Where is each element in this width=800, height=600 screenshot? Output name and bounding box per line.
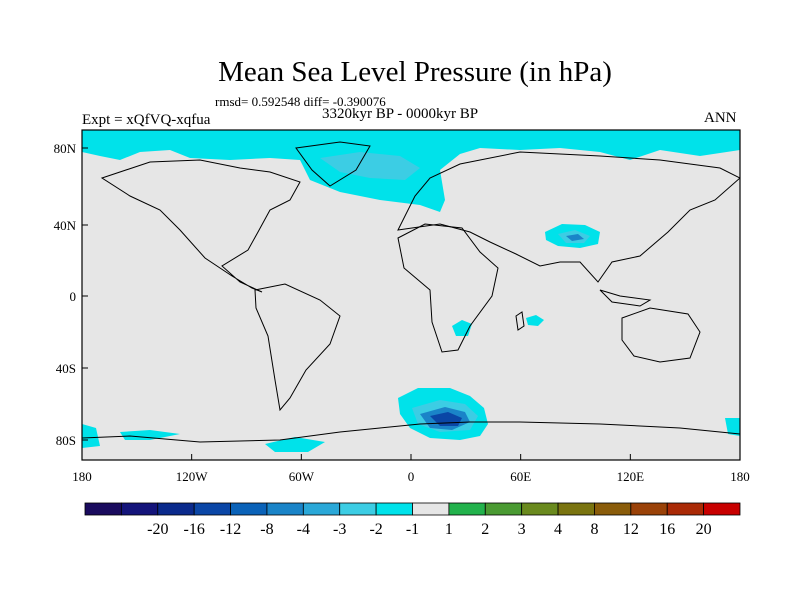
colorbar-swatch [521,502,559,516]
north-america-coast [100,159,301,293]
lon-tick-label: 180 [730,469,750,484]
colorbar-label: 20 [696,521,712,538]
colorbar-label: 8 [590,521,598,538]
longitude-axis: 180 120W 60W 0 60E 120E 180 [72,454,750,484]
experiment-label: Expt = xQfVQ-xqfua [82,112,211,128]
lon-tick-label: 0 [408,469,415,484]
lon-tick-label: 60E [510,469,531,484]
colorbar-label: -12 [220,521,241,538]
south-america-coast [254,283,341,412]
colorbar-label: -20 [147,521,168,538]
colorbar-swatch [230,502,268,516]
colorbar-swatch [412,502,450,516]
lat-tick-label: 0 [70,289,77,304]
map-field [82,130,740,460]
antarctic-anomaly-west [82,424,100,448]
lon-tick-label: 180 [72,469,92,484]
colorbar-label: -3 [333,521,346,538]
colorbar-label: -1 [406,521,419,538]
season-label: ANN [704,110,737,126]
colorbar-swatch [193,502,231,516]
colorbar-swatch [302,502,341,516]
colorbar-label: 2 [481,521,489,538]
tibet-anomaly-center [566,234,584,241]
eurasia-coast [397,151,740,283]
colorbar-swatch [266,502,304,516]
latitude-axis: 80N 40N 0 40S 80S [54,141,88,448]
colorbar-swatch [448,502,486,516]
antarctic-anomaly-east [725,418,740,436]
lat-tick-label: 80S [56,433,76,448]
colorbar-label: 1 [445,521,453,538]
colorbar-swatch [84,502,122,516]
madagascar-anomaly [526,315,544,326]
colorbar-swatch [594,502,632,516]
australia-coast [621,307,701,363]
colorbar-label: -8 [260,521,273,538]
colorbar-swatch [375,502,413,516]
antarctica-coast [82,421,740,443]
colorbar-label: -16 [184,521,205,538]
lat-tick-label: 80N [54,141,77,156]
colorbar-swatch [666,502,705,516]
colorbar-label: -2 [369,521,382,538]
lon-tick-label: 120W [176,469,209,484]
colorbar-label: -4 [297,521,310,538]
plot-title: Mean Sea Level Pressure (in hPa) [218,56,612,88]
lat-tick-label: 40N [54,218,77,233]
colorbar-swatch [120,502,159,516]
lon-tick-label: 120E [617,469,645,484]
stats-text: rmsd= 0.592548 diff= -0.390076 [215,94,386,109]
colorbar-label: 4 [554,521,562,538]
madagascar-coast [515,311,525,331]
colorbar-label: 16 [659,521,675,538]
antarctic-anomaly-peninsula [265,437,325,452]
colorbar-swatch [557,502,595,516]
period-text: 3320kyr BP - 0000kyr BP [322,106,479,122]
lon-tick-label: 60W [289,469,315,484]
coastlines [82,141,740,443]
colorbar-swatch [630,502,668,516]
indonesia-coast [599,289,652,307]
colorbar-label: 12 [623,521,639,538]
arctic-anomaly-core [320,152,420,180]
colorbar: -20 -16 -12 -8 -4 -3 -2 -1 1 2 3 4 8 12 16 20 [84,502,741,538]
antarctic-anomaly-ross [120,430,180,440]
lat-tick-label: 40S [56,361,76,376]
colorbar-swatch [157,502,195,516]
colorbar-swatch [703,502,741,516]
africa-coast [397,223,499,353]
colorbar-label: 3 [518,521,526,538]
colorbar-swatch [339,502,377,516]
colorbar-swatch [484,502,523,516]
greenland-coast [295,141,371,187]
